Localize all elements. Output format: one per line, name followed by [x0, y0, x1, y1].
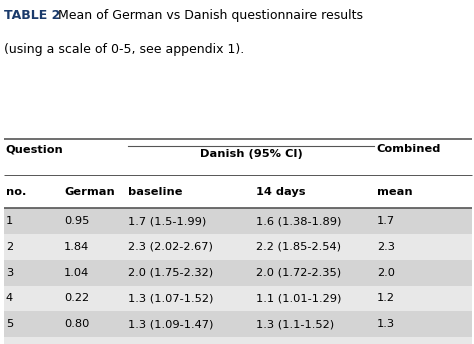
Text: German: German — [64, 187, 115, 197]
Text: 1.7 (1.5-1.99): 1.7 (1.5-1.99) — [128, 216, 206, 226]
Text: 2.2 (1.85-2.54): 2.2 (1.85-2.54) — [256, 242, 341, 252]
Text: 1.3 (1.09-1.47): 1.3 (1.09-1.47) — [128, 319, 213, 329]
Bar — [4, 234, 472, 260]
Text: mean: mean — [377, 187, 412, 197]
Text: 4: 4 — [6, 293, 13, 303]
Text: baseline: baseline — [128, 187, 182, 197]
Text: Combined: Combined — [377, 144, 441, 154]
Text: TABLE 2: TABLE 2 — [4, 9, 60, 22]
Text: 0.22: 0.22 — [64, 293, 89, 303]
Bar — [4, 337, 472, 344]
Bar — [4, 208, 472, 234]
Text: 2.3: 2.3 — [377, 242, 395, 252]
Text: 1.1 (1.01-1.29): 1.1 (1.01-1.29) — [256, 293, 341, 303]
Text: 2.3 (2.02-2.67): 2.3 (2.02-2.67) — [128, 242, 213, 252]
Text: 5: 5 — [6, 319, 13, 329]
Text: 3: 3 — [6, 268, 13, 278]
Bar — [4, 286, 472, 311]
Text: 2.0 (1.72-2.35): 2.0 (1.72-2.35) — [256, 268, 341, 278]
Text: 2.0 (1.75-2.32): 2.0 (1.75-2.32) — [128, 268, 213, 278]
Text: 1: 1 — [6, 216, 13, 226]
Text: 1.3 (1.1-1.52): 1.3 (1.1-1.52) — [256, 319, 334, 329]
Text: 1.04: 1.04 — [64, 268, 89, 278]
Text: Danish (95% CI): Danish (95% CI) — [200, 150, 302, 160]
Text: 2: 2 — [6, 242, 13, 252]
Text: 2.0: 2.0 — [377, 268, 395, 278]
Text: Question: Question — [6, 144, 64, 154]
Text: 1.6 (1.38-1.89): 1.6 (1.38-1.89) — [256, 216, 341, 226]
Text: (using a scale of 0-5, see appendix 1).: (using a scale of 0-5, see appendix 1). — [4, 43, 244, 56]
Text: Mean of German vs Danish questionnaire results: Mean of German vs Danish questionnaire r… — [58, 9, 363, 22]
Text: 1.2: 1.2 — [377, 293, 395, 303]
Text: no.: no. — [6, 187, 26, 197]
Text: 1.3: 1.3 — [377, 319, 395, 329]
Text: 1.3 (1.07-1.52): 1.3 (1.07-1.52) — [128, 293, 213, 303]
Text: 1.7: 1.7 — [377, 216, 395, 226]
Text: 0.80: 0.80 — [64, 319, 90, 329]
Text: 14 days: 14 days — [256, 187, 305, 197]
Text: 0.95: 0.95 — [64, 216, 90, 226]
Bar — [4, 311, 472, 337]
Bar — [4, 260, 472, 286]
Text: 1.84: 1.84 — [64, 242, 89, 252]
